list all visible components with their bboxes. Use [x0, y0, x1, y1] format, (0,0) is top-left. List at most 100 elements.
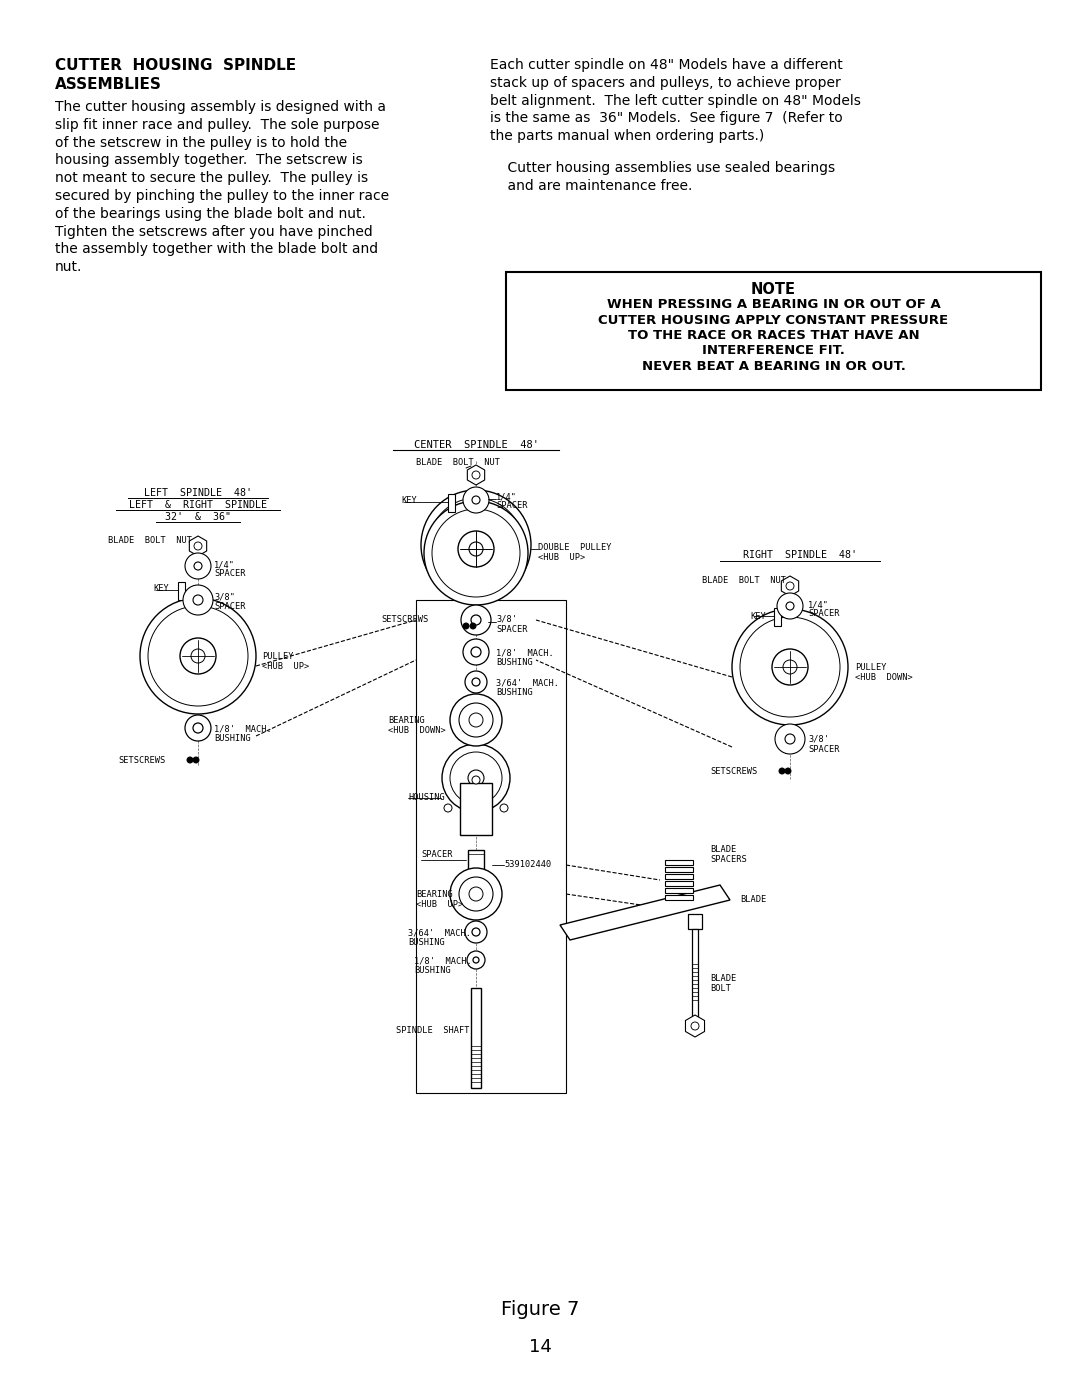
- Circle shape: [785, 768, 791, 774]
- Circle shape: [421, 490, 531, 599]
- Circle shape: [424, 502, 528, 605]
- Bar: [448, 495, 455, 511]
- Polygon shape: [189, 536, 206, 556]
- Text: BLADE  BOLT  NUT: BLADE BOLT NUT: [416, 458, 500, 467]
- Text: BUSHING: BUSHING: [496, 658, 532, 666]
- Circle shape: [471, 615, 481, 624]
- Circle shape: [191, 650, 205, 664]
- Text: nut.: nut.: [55, 260, 82, 274]
- Circle shape: [691, 1023, 699, 1030]
- Text: SPACER: SPACER: [808, 609, 839, 617]
- Text: secured by pinching the pulley to the inner race: secured by pinching the pulley to the in…: [55, 189, 389, 203]
- Text: <HUB  UP>: <HUB UP>: [416, 900, 463, 909]
- Circle shape: [473, 957, 480, 963]
- Text: <HUB  UP>: <HUB UP>: [538, 553, 585, 562]
- Text: NEVER BEAT A BEARING IN OR OUT.: NEVER BEAT A BEARING IN OR OUT.: [642, 360, 905, 373]
- Text: SPACER: SPACER: [214, 602, 245, 610]
- Circle shape: [194, 562, 202, 570]
- Text: BLADE: BLADE: [710, 974, 737, 983]
- Text: SPACER: SPACER: [421, 849, 453, 859]
- Text: 539102440: 539102440: [504, 861, 551, 869]
- Polygon shape: [686, 1016, 704, 1037]
- Text: PULLEY: PULLEY: [262, 652, 294, 661]
- Text: BLADE: BLADE: [710, 845, 737, 854]
- Text: LEFT  &  RIGHT  SPINDLE: LEFT & RIGHT SPINDLE: [129, 500, 267, 510]
- Circle shape: [786, 583, 794, 590]
- Text: 3/64'  MACH.: 3/64' MACH.: [408, 928, 471, 937]
- Text: of the bearings using the blade bolt and nut.: of the bearings using the blade bolt and…: [55, 207, 366, 221]
- Circle shape: [185, 553, 211, 578]
- Text: INTERFERENCE FIT.: INTERFERENCE FIT.: [702, 345, 845, 358]
- Bar: [178, 583, 185, 599]
- Text: 1/4": 1/4": [808, 599, 829, 609]
- Text: SPINDLE  SHAFT: SPINDLE SHAFT: [396, 1025, 470, 1035]
- Text: CUTTER HOUSING APPLY CONSTANT PRESSURE: CUTTER HOUSING APPLY CONSTANT PRESSURE: [598, 313, 948, 327]
- Text: slip fit inner race and pulley.  The sole purpose: slip fit inner race and pulley. The sole…: [55, 117, 379, 131]
- Circle shape: [183, 585, 213, 615]
- Text: DOUBLE  PULLEY: DOUBLE PULLEY: [538, 543, 611, 552]
- Text: and are maintenance free.: and are maintenance free.: [490, 179, 692, 193]
- Text: SPACER: SPACER: [214, 569, 245, 578]
- Text: TO THE RACE OR RACES THAT HAVE AN: TO THE RACE OR RACES THAT HAVE AN: [627, 330, 919, 342]
- Bar: [460, 782, 492, 835]
- Text: 1/8'  MACH.: 1/8' MACH.: [414, 956, 472, 965]
- Text: is the same as  36" Models.  See figure 7  (Refer to: is the same as 36" Models. See figure 7 …: [490, 112, 842, 126]
- Circle shape: [450, 752, 502, 805]
- Circle shape: [140, 598, 256, 714]
- Text: SETSCREWS: SETSCREWS: [118, 756, 165, 766]
- Text: BEARING: BEARING: [416, 890, 453, 900]
- Circle shape: [461, 605, 491, 636]
- Text: <HUB  DOWN>: <HUB DOWN>: [855, 673, 913, 682]
- Text: RIGHT  SPINDLE  48': RIGHT SPINDLE 48': [743, 550, 858, 560]
- Text: 14: 14: [528, 1338, 552, 1356]
- Text: the assembly together with the blade bolt and: the assembly together with the blade bol…: [55, 243, 378, 257]
- Bar: [665, 888, 693, 893]
- Text: <HUB  UP>: <HUB UP>: [262, 662, 309, 671]
- Circle shape: [432, 509, 519, 597]
- Circle shape: [785, 733, 795, 745]
- Circle shape: [775, 724, 805, 754]
- Circle shape: [465, 921, 487, 943]
- Text: Tighten the setscrews after you have pinched: Tighten the setscrews after you have pin…: [55, 225, 373, 239]
- Circle shape: [463, 623, 469, 629]
- Text: CUTTER  HOUSING  SPINDLE: CUTTER HOUSING SPINDLE: [55, 59, 296, 73]
- Circle shape: [465, 671, 487, 693]
- Circle shape: [463, 488, 489, 513]
- Text: 3/8': 3/8': [808, 735, 829, 745]
- Circle shape: [470, 623, 476, 629]
- Polygon shape: [561, 886, 730, 940]
- Bar: [665, 868, 693, 872]
- Text: 1/4": 1/4": [496, 492, 517, 502]
- Text: belt alignment.  The left cutter spindle on 48" Models: belt alignment. The left cutter spindle …: [490, 94, 861, 108]
- Circle shape: [469, 542, 483, 556]
- Circle shape: [187, 757, 193, 763]
- Text: HOUSING: HOUSING: [408, 793, 445, 802]
- Circle shape: [472, 678, 480, 686]
- Circle shape: [777, 592, 804, 619]
- Bar: [692, 929, 698, 1024]
- Circle shape: [193, 724, 203, 733]
- Circle shape: [193, 595, 203, 605]
- Text: KEY: KEY: [153, 584, 168, 592]
- Circle shape: [472, 496, 480, 504]
- Polygon shape: [468, 465, 485, 485]
- Text: 3/8': 3/8': [496, 615, 517, 624]
- Circle shape: [458, 531, 494, 567]
- Circle shape: [450, 868, 502, 921]
- Text: CENTER  SPINDLE  48': CENTER SPINDLE 48': [414, 440, 539, 450]
- Bar: [507, 272, 1041, 390]
- Circle shape: [185, 715, 211, 740]
- Circle shape: [471, 647, 481, 657]
- Text: NOTE: NOTE: [751, 282, 796, 298]
- Text: BUSHING: BUSHING: [408, 937, 445, 947]
- Circle shape: [472, 928, 480, 936]
- Text: BLADE: BLADE: [740, 895, 766, 904]
- Text: BEARING: BEARING: [388, 717, 424, 725]
- Text: housing assembly together.  The setscrew is: housing assembly together. The setscrew …: [55, 154, 363, 168]
- Text: 3/8": 3/8": [214, 592, 235, 602]
- Text: BOLT: BOLT: [710, 983, 731, 993]
- Text: BUSHING: BUSHING: [214, 733, 251, 743]
- Polygon shape: [781, 576, 799, 597]
- Text: PULLEY: PULLEY: [855, 664, 887, 672]
- Bar: [688, 914, 702, 929]
